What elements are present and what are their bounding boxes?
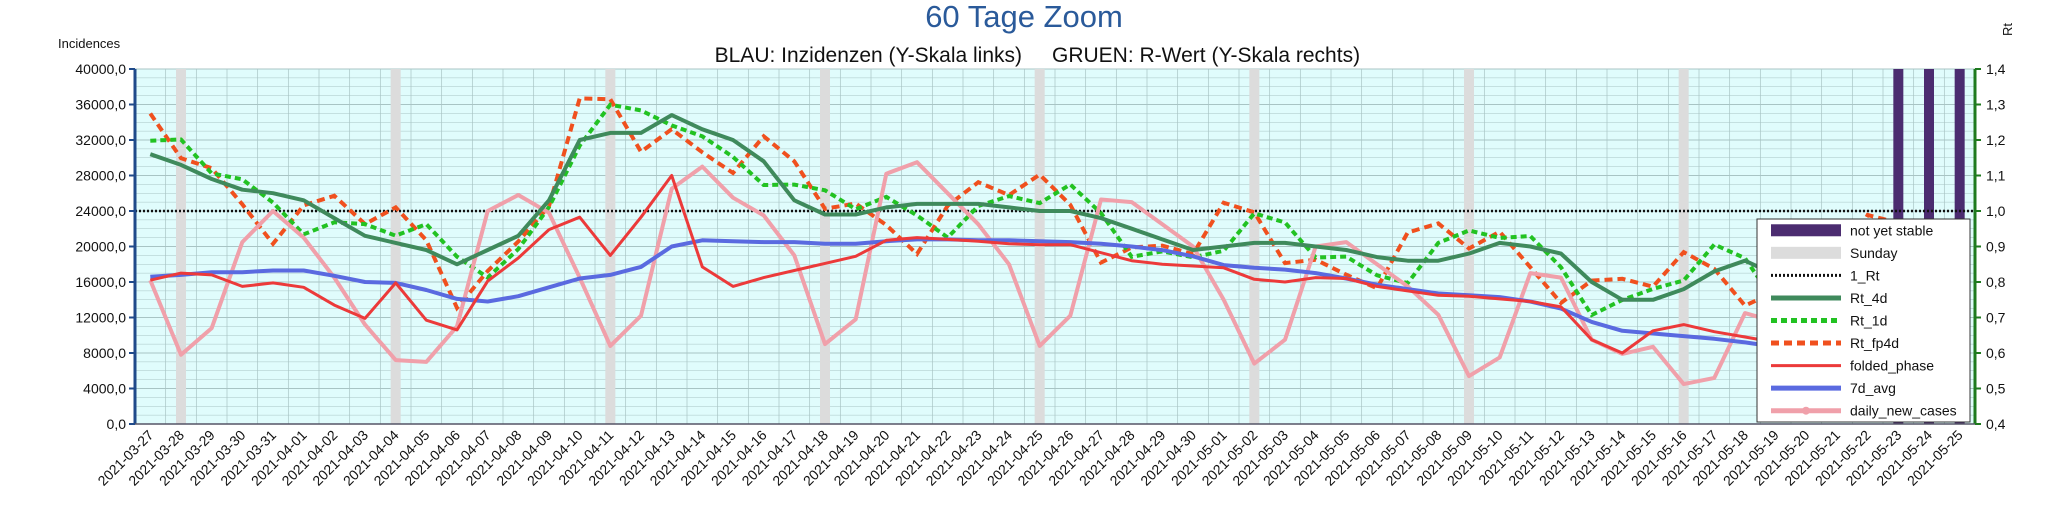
legend-label: Rt_4d: [1850, 290, 1887, 306]
series-7d-avg: [150, 237, 1961, 380]
y-left-tick-label: 24000,0: [75, 203, 126, 219]
y-right-tick-label: 0,6: [1986, 345, 2006, 361]
legend-label: Rt_1d: [1850, 313, 1887, 329]
axes: [129, 68, 1981, 425]
legend-label: 7d_avg: [1850, 380, 1896, 396]
series-rt-1d: [150, 102, 1962, 337]
y-right-tick-label: 0,4: [1986, 416, 2006, 432]
chart-subtitle-left: BLAU: Inzidenzen (Y-Skala links): [715, 44, 1022, 67]
tick-labels: 0,0 4000,0 8000,0 12000,0 16000,0 20000,0 2400…: [75, 61, 2005, 489]
y-left-tick-label: 16000,0: [75, 274, 126, 290]
y-left-tick-label: 36000,0: [75, 97, 126, 113]
series-lines: [135, 96, 1975, 410]
y-right-tick-label: 1,2: [1986, 132, 2006, 148]
y-left-tick-label: 40000,0: [75, 61, 126, 77]
y-right-tick-label: 0,5: [1986, 381, 2006, 397]
series-rt-4d: [149, 113, 1962, 326]
y-left-tick-label: 20000,0: [75, 239, 126, 255]
y-right-tick-label: 1,0: [1986, 203, 2006, 219]
legend-label: Sunday: [1850, 245, 1897, 261]
sunday-band: [1034, 69, 1045, 424]
legend-label: folded_phase: [1850, 358, 1934, 374]
y-right-tick-label: 1,4: [1986, 61, 2006, 77]
series-folded-phase: [149, 174, 1961, 404]
y-right-tick-label: 1,3: [1986, 97, 2006, 113]
sunday-band: [820, 69, 830, 424]
chart-subtitle-right: GRUEN: R-Wert (Y-Skala rechts): [1052, 44, 1360, 67]
y-left-tick-label: 0,0: [107, 416, 127, 432]
legend: not yet stable Sunday 1_Rt Rt_4d Rt_1d Rt_fp4…: [1756, 218, 1971, 423]
sunday-band: [1249, 69, 1260, 424]
y-left-tick-label: 4000,0: [83, 381, 126, 397]
y-right-tick-label: 0,9: [1986, 239, 2006, 255]
y-axis-left-label: Incidences: [58, 36, 121, 51]
sunday-band: [176, 69, 186, 424]
y-right-tick-label: 0,7: [1986, 310, 2006, 326]
legend-label: daily_new_cases: [1850, 403, 1957, 419]
y-right-tick-label: 1,1: [1986, 168, 2006, 184]
legend-label: Rt_fp4d: [1850, 335, 1899, 351]
sunday-band: [1678, 69, 1689, 424]
y-left-tick-label: 12000,0: [75, 310, 126, 326]
y-left-tick-label: 8000,0: [83, 345, 126, 361]
y-left-tick-label: 28000,0: [75, 168, 126, 184]
y-axis-right-label: Rt: [2000, 23, 2015, 36]
sunday-band: [390, 69, 401, 424]
legend-swatch-sunday: [1771, 246, 1841, 259]
y-right-tick-label: 0,8: [1986, 274, 2006, 290]
chart-title: 60 Tage Zoom: [925, 0, 1123, 34]
y-left-tick-label: 32000,0: [75, 132, 126, 148]
legend-swatch-not-yet-stable: [1771, 224, 1841, 237]
legend-marker-daily-new-cases: [1802, 406, 1810, 415]
series-daily-new-cases: [148, 160, 1960, 410]
legend-label: not yet stable: [1850, 222, 1933, 238]
sunday-band: [605, 69, 616, 424]
legend-label: 1_Rt: [1850, 267, 1880, 283]
